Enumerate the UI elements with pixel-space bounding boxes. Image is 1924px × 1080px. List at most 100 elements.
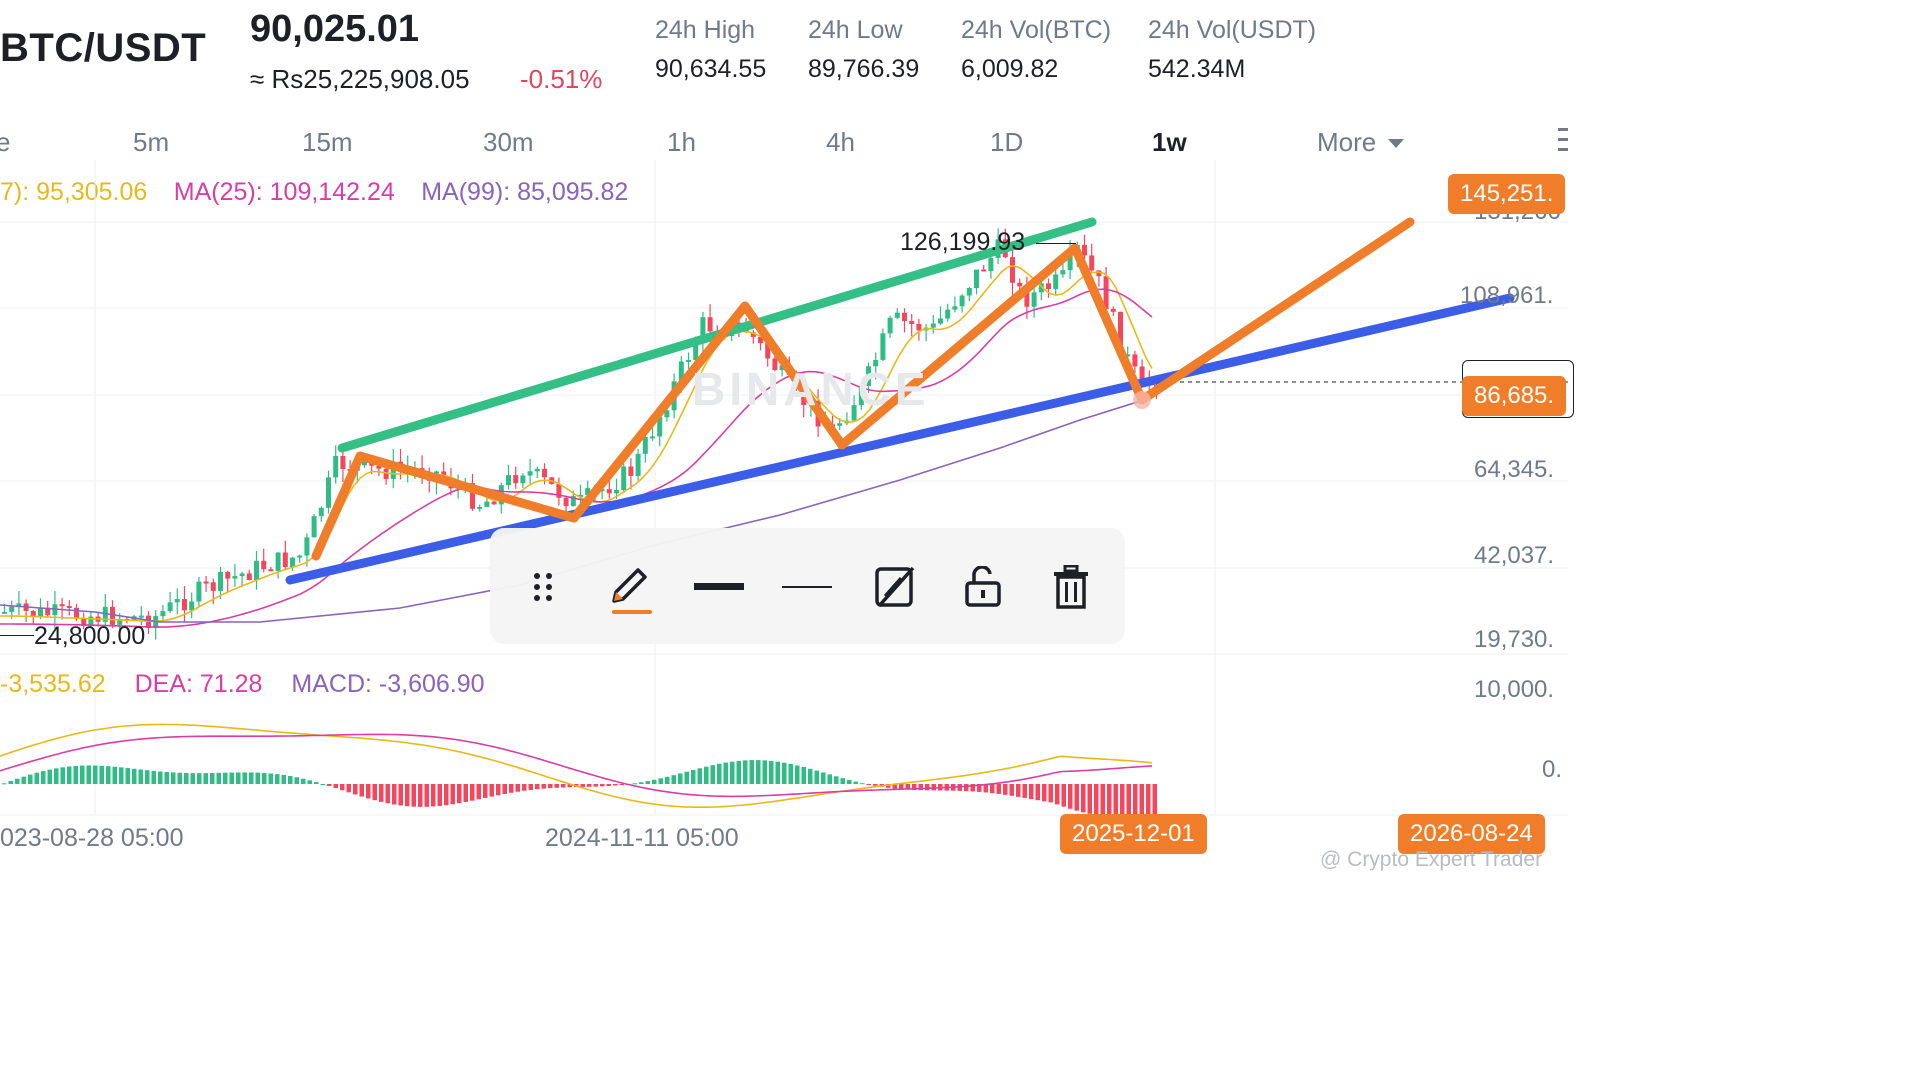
- candle: [570, 496, 576, 507]
- macd-bar: [1068, 784, 1073, 809]
- candle: [513, 475, 519, 484]
- candle: [225, 571, 231, 579]
- macd-legend: -3,535.62 DEA: 71.28 MACD: -3,606.90: [0, 670, 485, 699]
- macd-bar: [678, 773, 683, 784]
- tab-4h[interactable]: 4h: [826, 127, 855, 157]
- candle: [203, 581, 209, 584]
- macd-bar: [275, 774, 280, 784]
- stat-value-high: 90,634.55: [655, 55, 767, 83]
- macd-bar: [886, 784, 891, 788]
- macd-bar: [379, 784, 384, 802]
- macd-bar: [1152, 784, 1157, 816]
- candle: [945, 309, 951, 319]
- macd-bar: [236, 772, 241, 784]
- macd-bar: [340, 784, 345, 791]
- pencil-icon: [612, 568, 647, 603]
- candle: [664, 410, 670, 418]
- macd-bar: [1009, 784, 1014, 796]
- tab-15m[interactable]: 15m: [302, 127, 353, 157]
- macd-bar: [119, 767, 124, 784]
- tab-more[interactable]: More: [1317, 127, 1405, 158]
- stat-label-vol-usdt: 24h Vol(USDT): [1148, 16, 1317, 44]
- price-tag-top: 145,251.: [1448, 174, 1566, 214]
- candle: [642, 436, 648, 454]
- ma25-line: [0, 288, 1153, 628]
- macd-bar: [1055, 784, 1060, 805]
- candle: [333, 455, 339, 478]
- price-tag-current: 86,685.: [1462, 376, 1567, 416]
- thin-line-button[interactable]: [782, 562, 832, 612]
- macd-bar: [216, 772, 221, 784]
- candle: [930, 323, 936, 328]
- macd-histogram: [2, 760, 1157, 818]
- candle: [880, 333, 886, 360]
- macd-bar: [840, 778, 845, 784]
- candle: [362, 460, 367, 466]
- candle: [1096, 270, 1102, 277]
- macd-bar: [476, 784, 481, 800]
- macd-bar: [1029, 784, 1034, 800]
- price-tick-4: 42,037.: [1474, 542, 1555, 569]
- macd-bar: [593, 784, 598, 787]
- macd-bar: [834, 776, 839, 784]
- candle: [772, 358, 778, 371]
- macd-bar: [184, 772, 189, 784]
- macd-bar: [457, 784, 462, 804]
- macd-bar: [197, 773, 202, 784]
- macd-bar: [366, 784, 371, 799]
- delete-button[interactable]: [1046, 562, 1096, 612]
- candle: [1082, 244, 1087, 256]
- trash-icon: [1054, 565, 1088, 609]
- candle: [1132, 354, 1138, 367]
- price-chart[interactable]: [0, 0, 1568, 880]
- pencil-button[interactable]: [606, 558, 656, 608]
- drag-handle-button[interactable]: [518, 562, 568, 612]
- candle: [758, 336, 763, 344]
- tab-1w[interactable]: 1w: [1152, 127, 1187, 157]
- candle: [635, 453, 641, 476]
- candle: [59, 604, 65, 607]
- tab-30m[interactable]: 30m: [483, 127, 534, 157]
- macd-bar: [866, 784, 871, 785]
- macd-bar: [743, 760, 748, 784]
- candle: [837, 423, 843, 426]
- unlock-button[interactable]: [958, 562, 1008, 612]
- author-watermark: @ Crypto Expert Trader: [1320, 848, 1543, 871]
- zigzag-projection: [311, 217, 1415, 561]
- pencil-active-underline: [612, 610, 652, 614]
- low-annotation: 24,800.00: [34, 622, 146, 650]
- candle: [1125, 354, 1131, 357]
- macd-bar: [112, 766, 117, 784]
- thick-line-button[interactable]: [694, 562, 744, 612]
- macd-bar: [15, 778, 20, 784]
- macd-bar: [8, 781, 13, 784]
- settings-menu-icon[interactable]: [1556, 126, 1568, 156]
- macd-bar: [528, 784, 533, 790]
- tab-timeframe-partial[interactable]: e: [0, 127, 11, 157]
- unlock-icon: [965, 566, 1001, 607]
- macd-bar: [905, 784, 910, 790]
- macd-bar: [788, 763, 793, 784]
- macd-bar: [1022, 784, 1027, 798]
- candle: [1110, 308, 1116, 312]
- stat-label-low: 24h Low: [808, 16, 903, 44]
- macd-bar: [1113, 784, 1118, 818]
- macd-bar: [1126, 784, 1131, 818]
- date-label-2: 2024-11-11 05:00: [545, 824, 739, 852]
- macd-bar: [1035, 784, 1040, 801]
- macd-bar: [996, 784, 1001, 794]
- macd-bar: [892, 784, 897, 789]
- tab-1h[interactable]: 1h: [667, 127, 696, 157]
- candle: [81, 618, 87, 626]
- fiat-price: ≈ Rs25,225,908.05: [250, 64, 470, 94]
- tab-5m[interactable]: 5m: [133, 127, 170, 157]
- tab-1d[interactable]: 1D: [990, 127, 1024, 157]
- candle: [1118, 311, 1123, 355]
- ma7-value: 7): 95,305.06: [0, 178, 148, 206]
- candle: [239, 573, 245, 577]
- hide-drawing-button[interactable]: [870, 562, 920, 612]
- ma-legend: 7): 95,305.06 MA(25): 109,142.24 MA(99):…: [0, 178, 628, 207]
- candle: [779, 365, 785, 371]
- candle: [383, 468, 389, 479]
- macd-bar: [541, 784, 546, 789]
